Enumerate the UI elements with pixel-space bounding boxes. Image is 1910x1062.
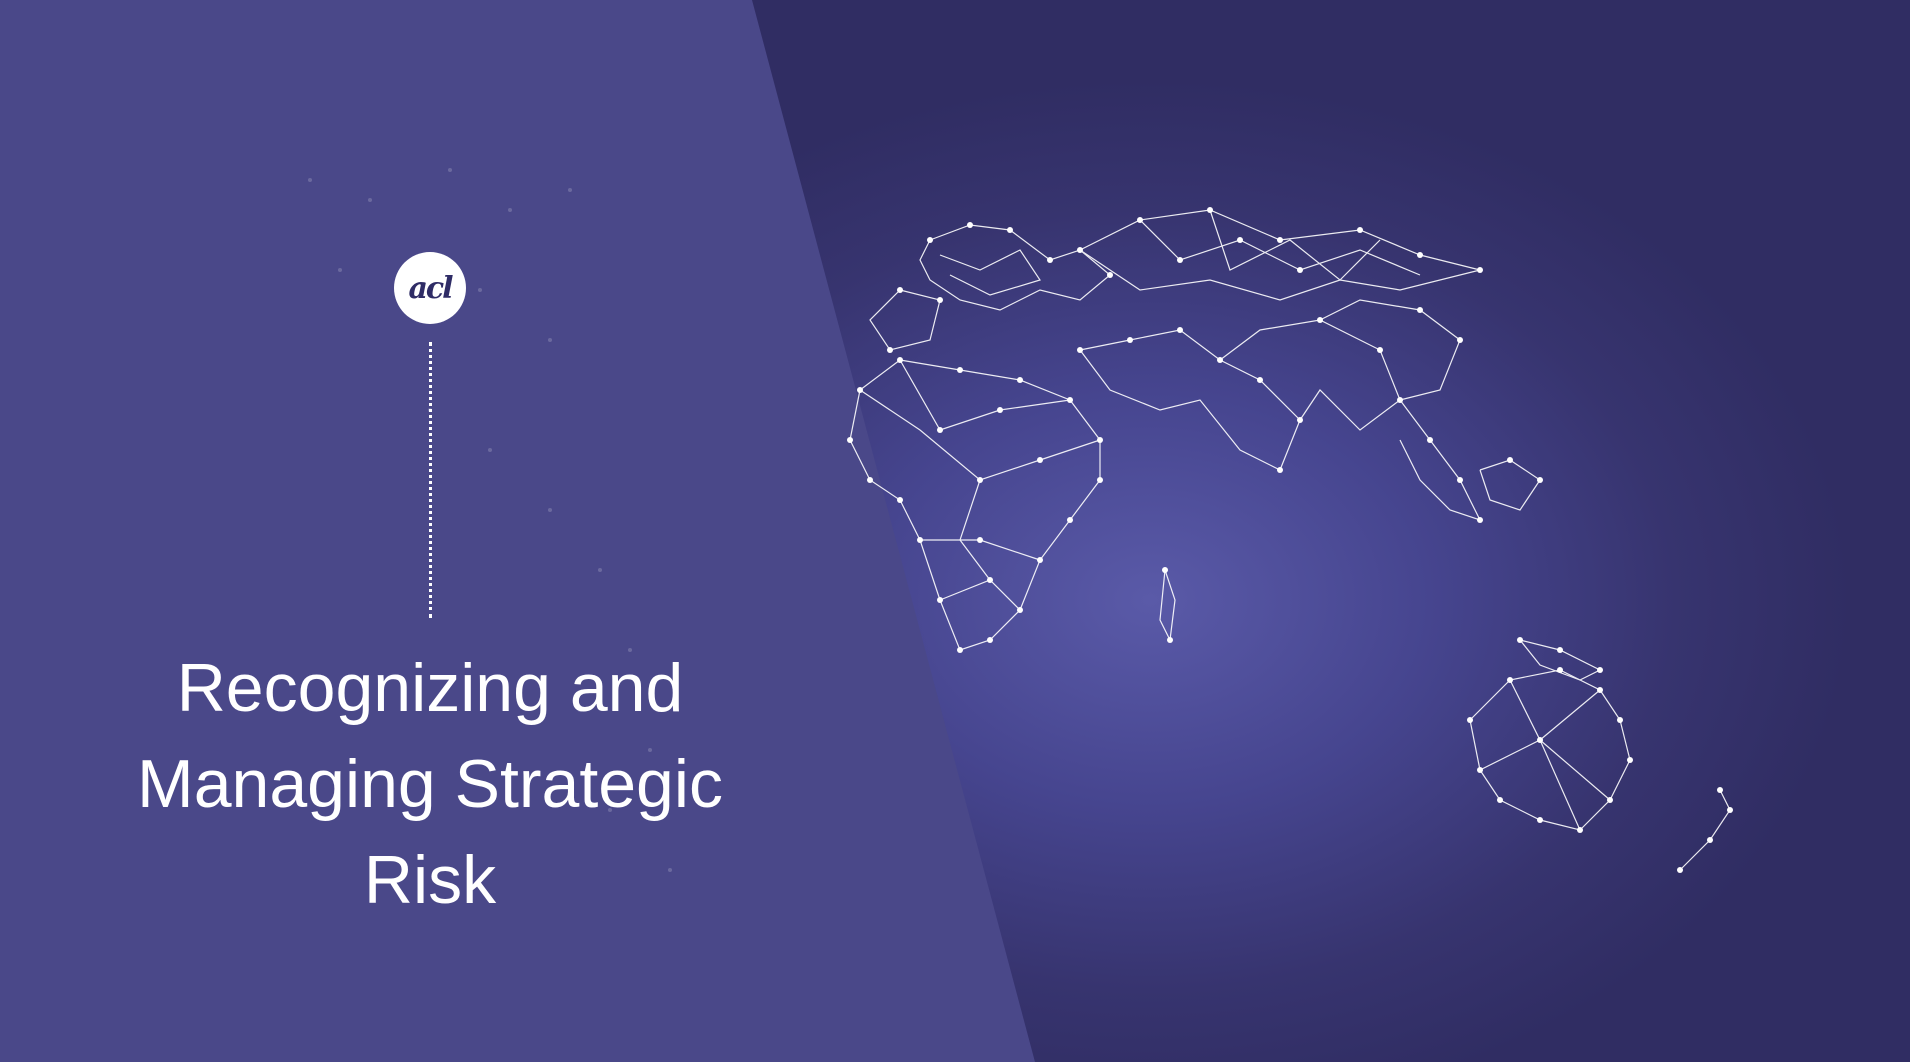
logo-text: acl — [408, 270, 453, 306]
slide-title: Recognizing and Managing Strategic Risk — [60, 640, 800, 928]
acl-logo: acl — [394, 252, 466, 324]
dotted-divider — [429, 342, 432, 618]
title-line-2: Managing Strategic — [137, 746, 723, 822]
title-line-3: Risk — [363, 842, 497, 918]
title-line-1: Recognizing and — [176, 650, 684, 726]
world-network-map — [847, 207, 1733, 873]
